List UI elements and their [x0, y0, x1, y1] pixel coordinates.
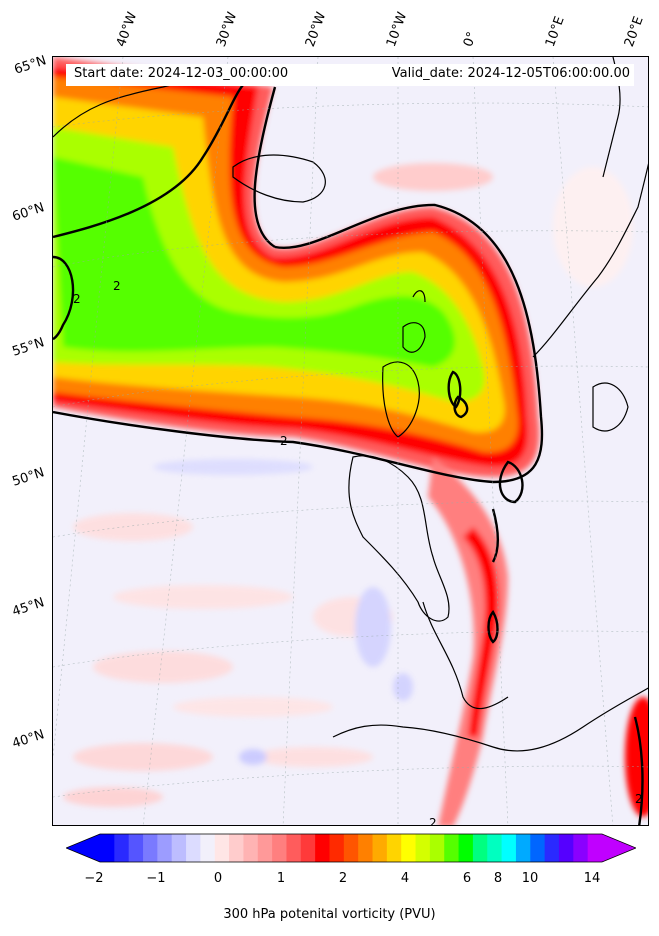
colorbar-cell: [558, 834, 574, 862]
valid-date-label: Valid_date: 2024-12-05T06:00:00.00: [391, 66, 630, 81]
low-pv-patches: [63, 167, 633, 807]
colorbar-cell: [229, 834, 244, 862]
colorbar-cell: [444, 834, 460, 862]
colorbar-tick: 2: [338, 871, 348, 886]
colorbar-cell: [157, 834, 173, 862]
colorbar-cell: [458, 834, 474, 862]
colorbar-tick: 4: [400, 871, 410, 886]
lat-label: 40°N: [10, 727, 47, 752]
colorbar-cell: [315, 834, 330, 862]
colorbar-cell: [501, 834, 517, 862]
colorbar-cell: [429, 834, 445, 862]
lon-label: 0°: [460, 29, 481, 49]
lon-label: 20°W: [302, 10, 330, 49]
colorbar-cell: [100, 834, 115, 862]
contour-label: 2: [429, 816, 437, 826]
colorbar-cell: [143, 834, 158, 862]
lat-label: 50°N: [10, 465, 47, 490]
colorbar-cell: [128, 834, 144, 862]
lat-label: 65°N: [12, 53, 49, 78]
lon-label: 30°W: [213, 10, 241, 49]
lon-label: 40°W: [113, 10, 141, 49]
colorbar-cell: [487, 834, 503, 862]
colorbar-cell: [272, 834, 287, 862]
lat-label: 60°N: [10, 200, 47, 225]
colorbar-cell: [343, 834, 359, 862]
colorbar-cell: [286, 834, 302, 862]
colorbar-tick: 6: [462, 871, 472, 886]
colorbar-cell: [372, 834, 388, 862]
colorbar-cell: [544, 834, 560, 862]
colorbar-label: 300 hPa potenital vorticity (PVU): [223, 907, 436, 922]
colorbar-cell: [401, 834, 417, 862]
colorbar-cell: [530, 834, 546, 862]
pv-2-contour: [53, 84, 644, 825]
title-background: [66, 64, 634, 86]
lat-label: 55°N: [10, 335, 47, 360]
pv-map: 2 2 2 2 2: [53, 57, 648, 826]
colorbar-tick: 0: [213, 871, 223, 886]
colorbar-cell: [171, 834, 187, 862]
colorbar-tick: 10: [521, 871, 539, 886]
colorbar-cell: [386, 834, 402, 862]
colorbar-cell: [415, 834, 431, 862]
colorbar-cell: [300, 834, 316, 862]
graticule: [53, 57, 648, 825]
colorbar-tick: 14: [583, 871, 601, 886]
colorbar-cell: [472, 834, 488, 862]
start-date-label: Start date: 2024-12-03_00:00:00: [74, 66, 289, 81]
lon-label: 10°E: [542, 14, 568, 50]
colorbar-cell: [515, 834, 531, 862]
colorbar-cell: [573, 834, 589, 862]
lat-label: 45°N: [10, 595, 47, 620]
contour-label: 2: [113, 279, 121, 293]
colorbar-min-extend: [66, 834, 100, 862]
colorbar-cell: [358, 834, 374, 862]
lon-label: 20°E: [621, 14, 647, 50]
lon-label: 10°W: [383, 10, 411, 49]
colorbar: [66, 833, 636, 863]
colorbar-cell: [114, 834, 130, 862]
colorbar-tick: −2: [84, 871, 104, 886]
colorbar-cell: [257, 834, 273, 862]
colorbar-cell: [186, 834, 201, 862]
colorbar-cell: [587, 834, 603, 862]
colorbar-max-extend: [602, 834, 636, 862]
colorbar-tick: 8: [493, 871, 503, 886]
colorbar-cell: [200, 834, 216, 862]
map-frame: 2 2 2 2 2: [52, 56, 649, 826]
colorbar-tick: −1: [146, 871, 166, 886]
contour-label: 2: [73, 292, 81, 306]
contour-label: 2: [280, 434, 288, 448]
colorbar-cell: [243, 834, 259, 862]
colorbar-cell: [329, 834, 345, 862]
colorbar-tick: 1: [276, 871, 286, 886]
contour-label: 2: [635, 792, 643, 806]
colorbar-cell: [214, 834, 230, 862]
